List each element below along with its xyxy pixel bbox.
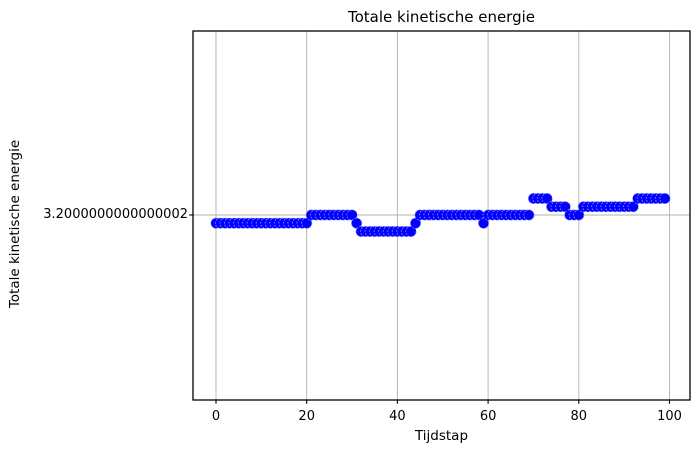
- data-point: [523, 209, 535, 221]
- data-point: [541, 192, 553, 205]
- data-point: [346, 209, 358, 221]
- chart-title: Totale kinetische energie: [347, 8, 536, 26]
- x-tick-label: 100: [657, 409, 682, 424]
- x-tick-label: 40: [389, 409, 406, 424]
- x-tick-label: 80: [571, 409, 588, 424]
- y-axis-label: Totale kinetische energie: [7, 139, 23, 309]
- data-point: [350, 217, 363, 229]
- data-point: [559, 201, 571, 213]
- data-point: [659, 192, 671, 205]
- x-tick-label: 60: [480, 409, 497, 424]
- x-tick-label: 0: [212, 409, 220, 424]
- x-tick-label: 20: [298, 409, 315, 424]
- x-axis-label: Tijdstap: [414, 428, 469, 444]
- y-tick-label: 3.2000000000000002: [43, 207, 188, 222]
